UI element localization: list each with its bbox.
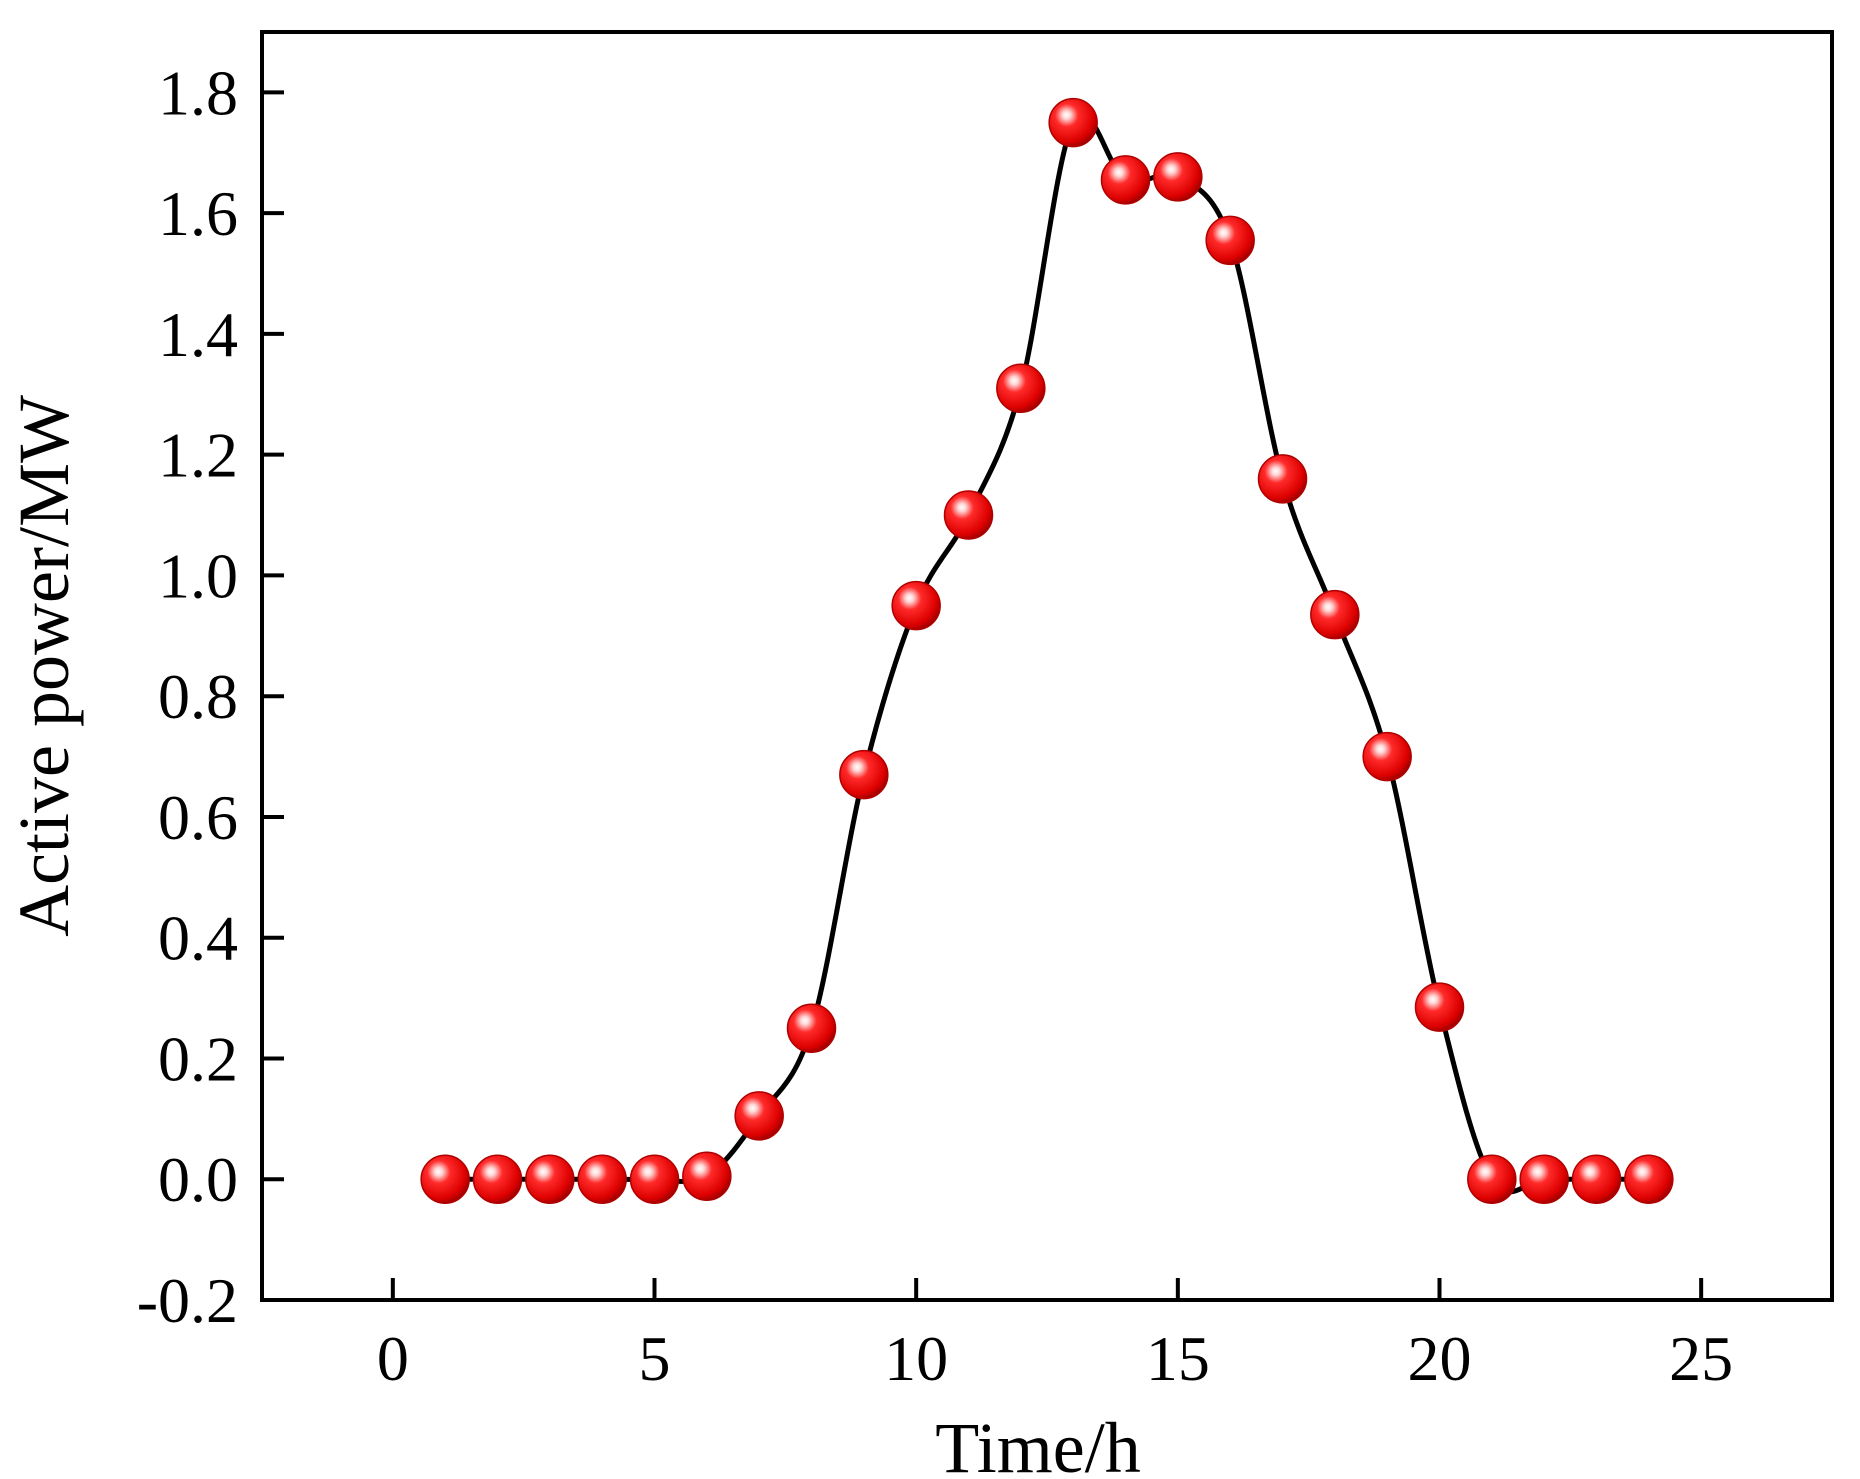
x-tick-label: 15 bbox=[1146, 1323, 1210, 1394]
data-point bbox=[943, 490, 994, 540]
y-tick-label: 0.8 bbox=[158, 661, 238, 732]
data-point bbox=[1571, 1154, 1622, 1204]
x-tick-label: 20 bbox=[1408, 1323, 1472, 1394]
data-point bbox=[1100, 155, 1151, 205]
data-point bbox=[839, 749, 889, 800]
y-tick-label: 1.8 bbox=[158, 57, 238, 128]
data-point bbox=[629, 1154, 680, 1204]
data-point bbox=[891, 580, 941, 631]
y-tick-label: 1.2 bbox=[158, 420, 238, 491]
data-point bbox=[1048, 97, 1098, 148]
data-point bbox=[1362, 731, 1412, 782]
series-markers bbox=[420, 97, 1674, 1204]
data-point bbox=[734, 1091, 784, 1141]
x-axis-title: Time/h bbox=[935, 1408, 1140, 1479]
data-point bbox=[682, 1151, 732, 1201]
data-point bbox=[1467, 1154, 1517, 1204]
data-point bbox=[525, 1154, 575, 1204]
x-axis-ticks: 0 5 10 15 20 25 bbox=[377, 1278, 1733, 1394]
y-axis-ticks: -0.2 0.0 0.2 0.4 0.6 0.8 1.0 1.2 1.4 1.6 1.8 bbox=[137, 57, 284, 1336]
data-point bbox=[1519, 1154, 1569, 1204]
x-tick-label: 10 bbox=[884, 1323, 948, 1394]
y-tick-label: 0.6 bbox=[158, 782, 238, 853]
data-point bbox=[472, 1154, 523, 1204]
y-tick-label: 0.0 bbox=[158, 1144, 238, 1215]
data-point bbox=[1257, 454, 1308, 504]
series-line bbox=[445, 111, 1649, 1195]
x-tick-label: 25 bbox=[1669, 1323, 1733, 1394]
x-tick-label: 0 bbox=[377, 1323, 409, 1394]
y-tick-label: 0.2 bbox=[158, 1023, 238, 1094]
data-point bbox=[420, 1154, 470, 1204]
y-tick-label: 1.4 bbox=[158, 299, 238, 370]
data-point bbox=[1153, 152, 1203, 202]
y-tick-label: 1.0 bbox=[158, 540, 238, 611]
data-point bbox=[1624, 1154, 1674, 1204]
data-point bbox=[1205, 215, 1255, 266]
plot-frame bbox=[260, 30, 1834, 1302]
y-tick-label: 0.4 bbox=[158, 903, 238, 974]
x-tick-label: 5 bbox=[639, 1323, 671, 1394]
data-point bbox=[577, 1154, 627, 1204]
y-tick-label: -0.2 bbox=[137, 1265, 238, 1336]
data-point bbox=[1414, 982, 1465, 1032]
y-tick-label: 1.6 bbox=[158, 178, 238, 249]
y-axis-title: Active power/MW bbox=[4, 395, 84, 937]
data-point bbox=[1310, 589, 1360, 640]
data-point bbox=[996, 363, 1046, 413]
data-point bbox=[786, 1003, 837, 1054]
